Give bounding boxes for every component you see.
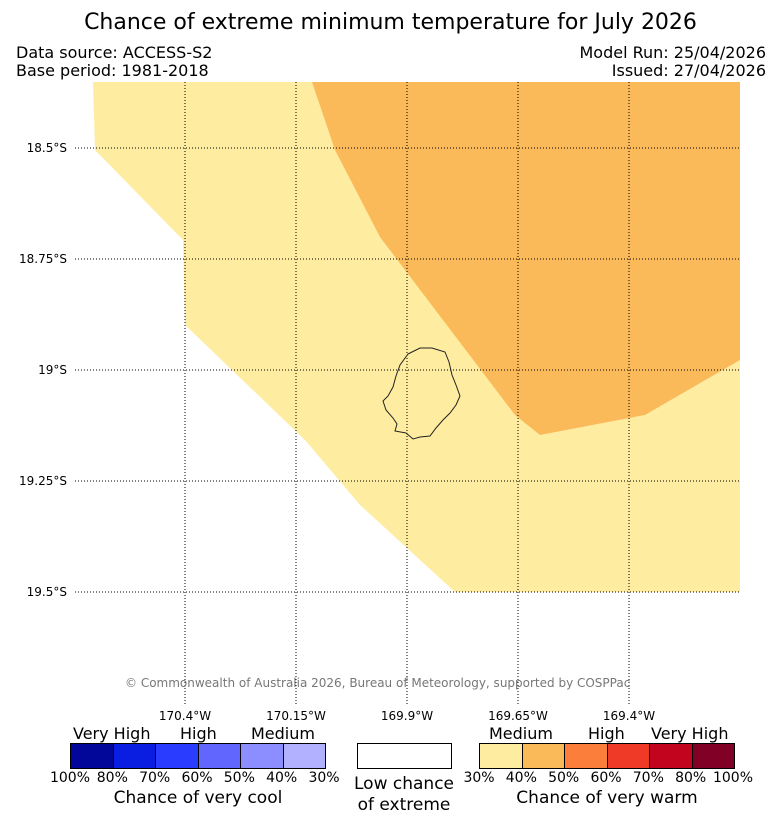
colorbar-tick-label: 60% bbox=[590, 770, 622, 786]
colorbar-tick-label: 40% bbox=[505, 770, 537, 786]
cool-category-high: High bbox=[180, 724, 217, 743]
colorbar-swatch bbox=[565, 744, 608, 768]
lon-label: 169.65°W bbox=[488, 709, 548, 723]
base-period-label: Base period: 1981-2018 bbox=[16, 61, 209, 80]
warm-category-high: High bbox=[588, 724, 625, 743]
colorbar-swatch bbox=[283, 744, 325, 768]
colorbar-swatch bbox=[650, 744, 693, 768]
colorbar-tick-label: 30% bbox=[463, 770, 495, 786]
colorbar-tick-label: 50% bbox=[548, 770, 580, 786]
warm-colorbar bbox=[479, 743, 735, 769]
colorbar-swatch bbox=[113, 744, 156, 768]
warm-category-very-high: Very High bbox=[651, 724, 729, 743]
cool-colorbar bbox=[70, 743, 326, 769]
colorbar-tick-label: 70% bbox=[632, 770, 664, 786]
colorbar-tick-label: 50% bbox=[223, 770, 255, 786]
colorbar-tick-label: 70% bbox=[139, 770, 171, 786]
colorbar-tick-label: 100% bbox=[712, 770, 754, 786]
issued-label: Issued: 27/04/2026 bbox=[611, 61, 766, 80]
lat-label: 19.5°S bbox=[26, 585, 67, 599]
lat-label: 19°S bbox=[38, 363, 67, 377]
colorbar-tick-label: 100% bbox=[49, 770, 91, 786]
cool-caption: Chance of very cool bbox=[113, 788, 283, 808]
colorbar-tick-label: 60% bbox=[181, 770, 213, 786]
lon-label: 169.9°W bbox=[380, 709, 434, 723]
colorbar-swatch bbox=[71, 744, 114, 768]
cool-category-medium: Medium bbox=[251, 724, 315, 743]
island-outline bbox=[382, 347, 461, 440]
warm-caption: Chance of very warm bbox=[516, 788, 698, 808]
colorbar-swatch bbox=[241, 744, 284, 768]
cool-category-very-high: Very High bbox=[73, 724, 151, 743]
lon-label: 169.4°W bbox=[602, 709, 656, 723]
colorbar-tick-label: 30% bbox=[308, 770, 340, 786]
colorbar-tick-label: 80% bbox=[96, 770, 128, 786]
graticule bbox=[75, 82, 740, 705]
colorbar-swatch bbox=[522, 744, 565, 768]
warm-category-medium: Medium bbox=[489, 724, 553, 743]
colorbar-swatch bbox=[480, 744, 523, 768]
chart-title: Chance of extreme minimum temperature fo… bbox=[84, 10, 697, 35]
lon-label: 170.4°W bbox=[158, 709, 212, 723]
colorbar-tick-label: 40% bbox=[266, 770, 298, 786]
low-chance-swatch bbox=[357, 743, 452, 769]
colorbar-swatch bbox=[198, 744, 241, 768]
region-medium-warm-30-40 bbox=[93, 82, 740, 592]
lat-label: 18.75°S bbox=[19, 252, 67, 266]
colorbar-tick-label: 80% bbox=[675, 770, 707, 786]
colorbar-swatch bbox=[607, 744, 650, 768]
colorbar-swatch bbox=[692, 744, 734, 768]
model-run-label: Model Run: 25/04/2026 bbox=[579, 43, 767, 62]
copyright-notice: © Commonwealth of Australia 2026, Bureau… bbox=[125, 676, 631, 690]
low-chance-caption-line1: Low chance bbox=[354, 774, 454, 794]
colorbar-swatch bbox=[156, 744, 199, 768]
lat-label: 19.25°S bbox=[19, 474, 67, 488]
low-chance-caption-line2: of extreme bbox=[357, 795, 451, 815]
data-source-label: Data source: ACCESS-S2 bbox=[16, 43, 213, 62]
lat-label: 18.5°S bbox=[26, 141, 67, 155]
lon-label: 170.15°W bbox=[266, 709, 326, 723]
